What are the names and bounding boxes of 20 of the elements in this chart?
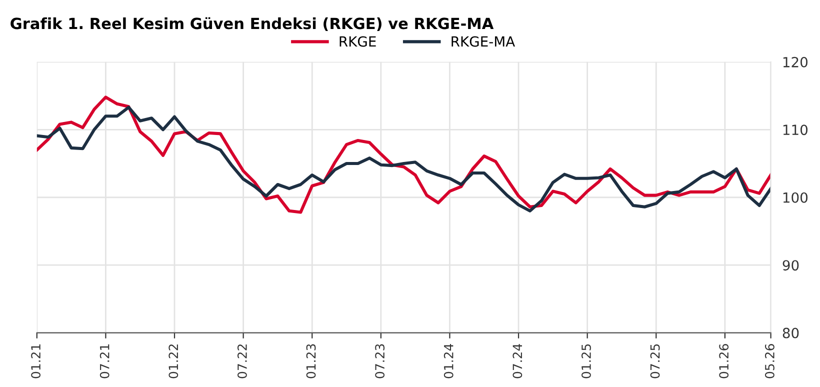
x-tick-label: 01.26 (719, 344, 729, 378)
x-tick-label: 01.21 (31, 344, 41, 378)
y-tick-label: 90 (782, 260, 799, 271)
legend-label: RKGE (340, 36, 376, 47)
x-tick-label: 07.23 (375, 344, 385, 378)
chart-title: Grafik 1. Reel Kesim Güven Endeksi (RKGE) ve RKGE-MA (10, 17, 494, 32)
x-tick-label: 07.22 (237, 344, 247, 378)
x-tick-label: 07.25 (650, 344, 660, 378)
x-tick-label: 01.25 (581, 344, 591, 378)
y-tick-label: 110 (783, 124, 808, 136)
x-tick-label: 01.23 (306, 344, 316, 378)
y-tick-label: 100 (783, 192, 808, 203)
x-tick-label: 05.26 (764, 344, 774, 378)
x-tick-label: 07.24 (512, 344, 522, 378)
legend-label: RKGE-MA (452, 36, 515, 47)
y-tick-label: 120 (783, 56, 808, 68)
y-tick-label: 80 (782, 328, 799, 338)
x-tick-label: 01.24 (444, 344, 454, 378)
x-tick-label: 01.22 (168, 344, 178, 378)
x-tick-label: 07.21 (100, 344, 110, 378)
